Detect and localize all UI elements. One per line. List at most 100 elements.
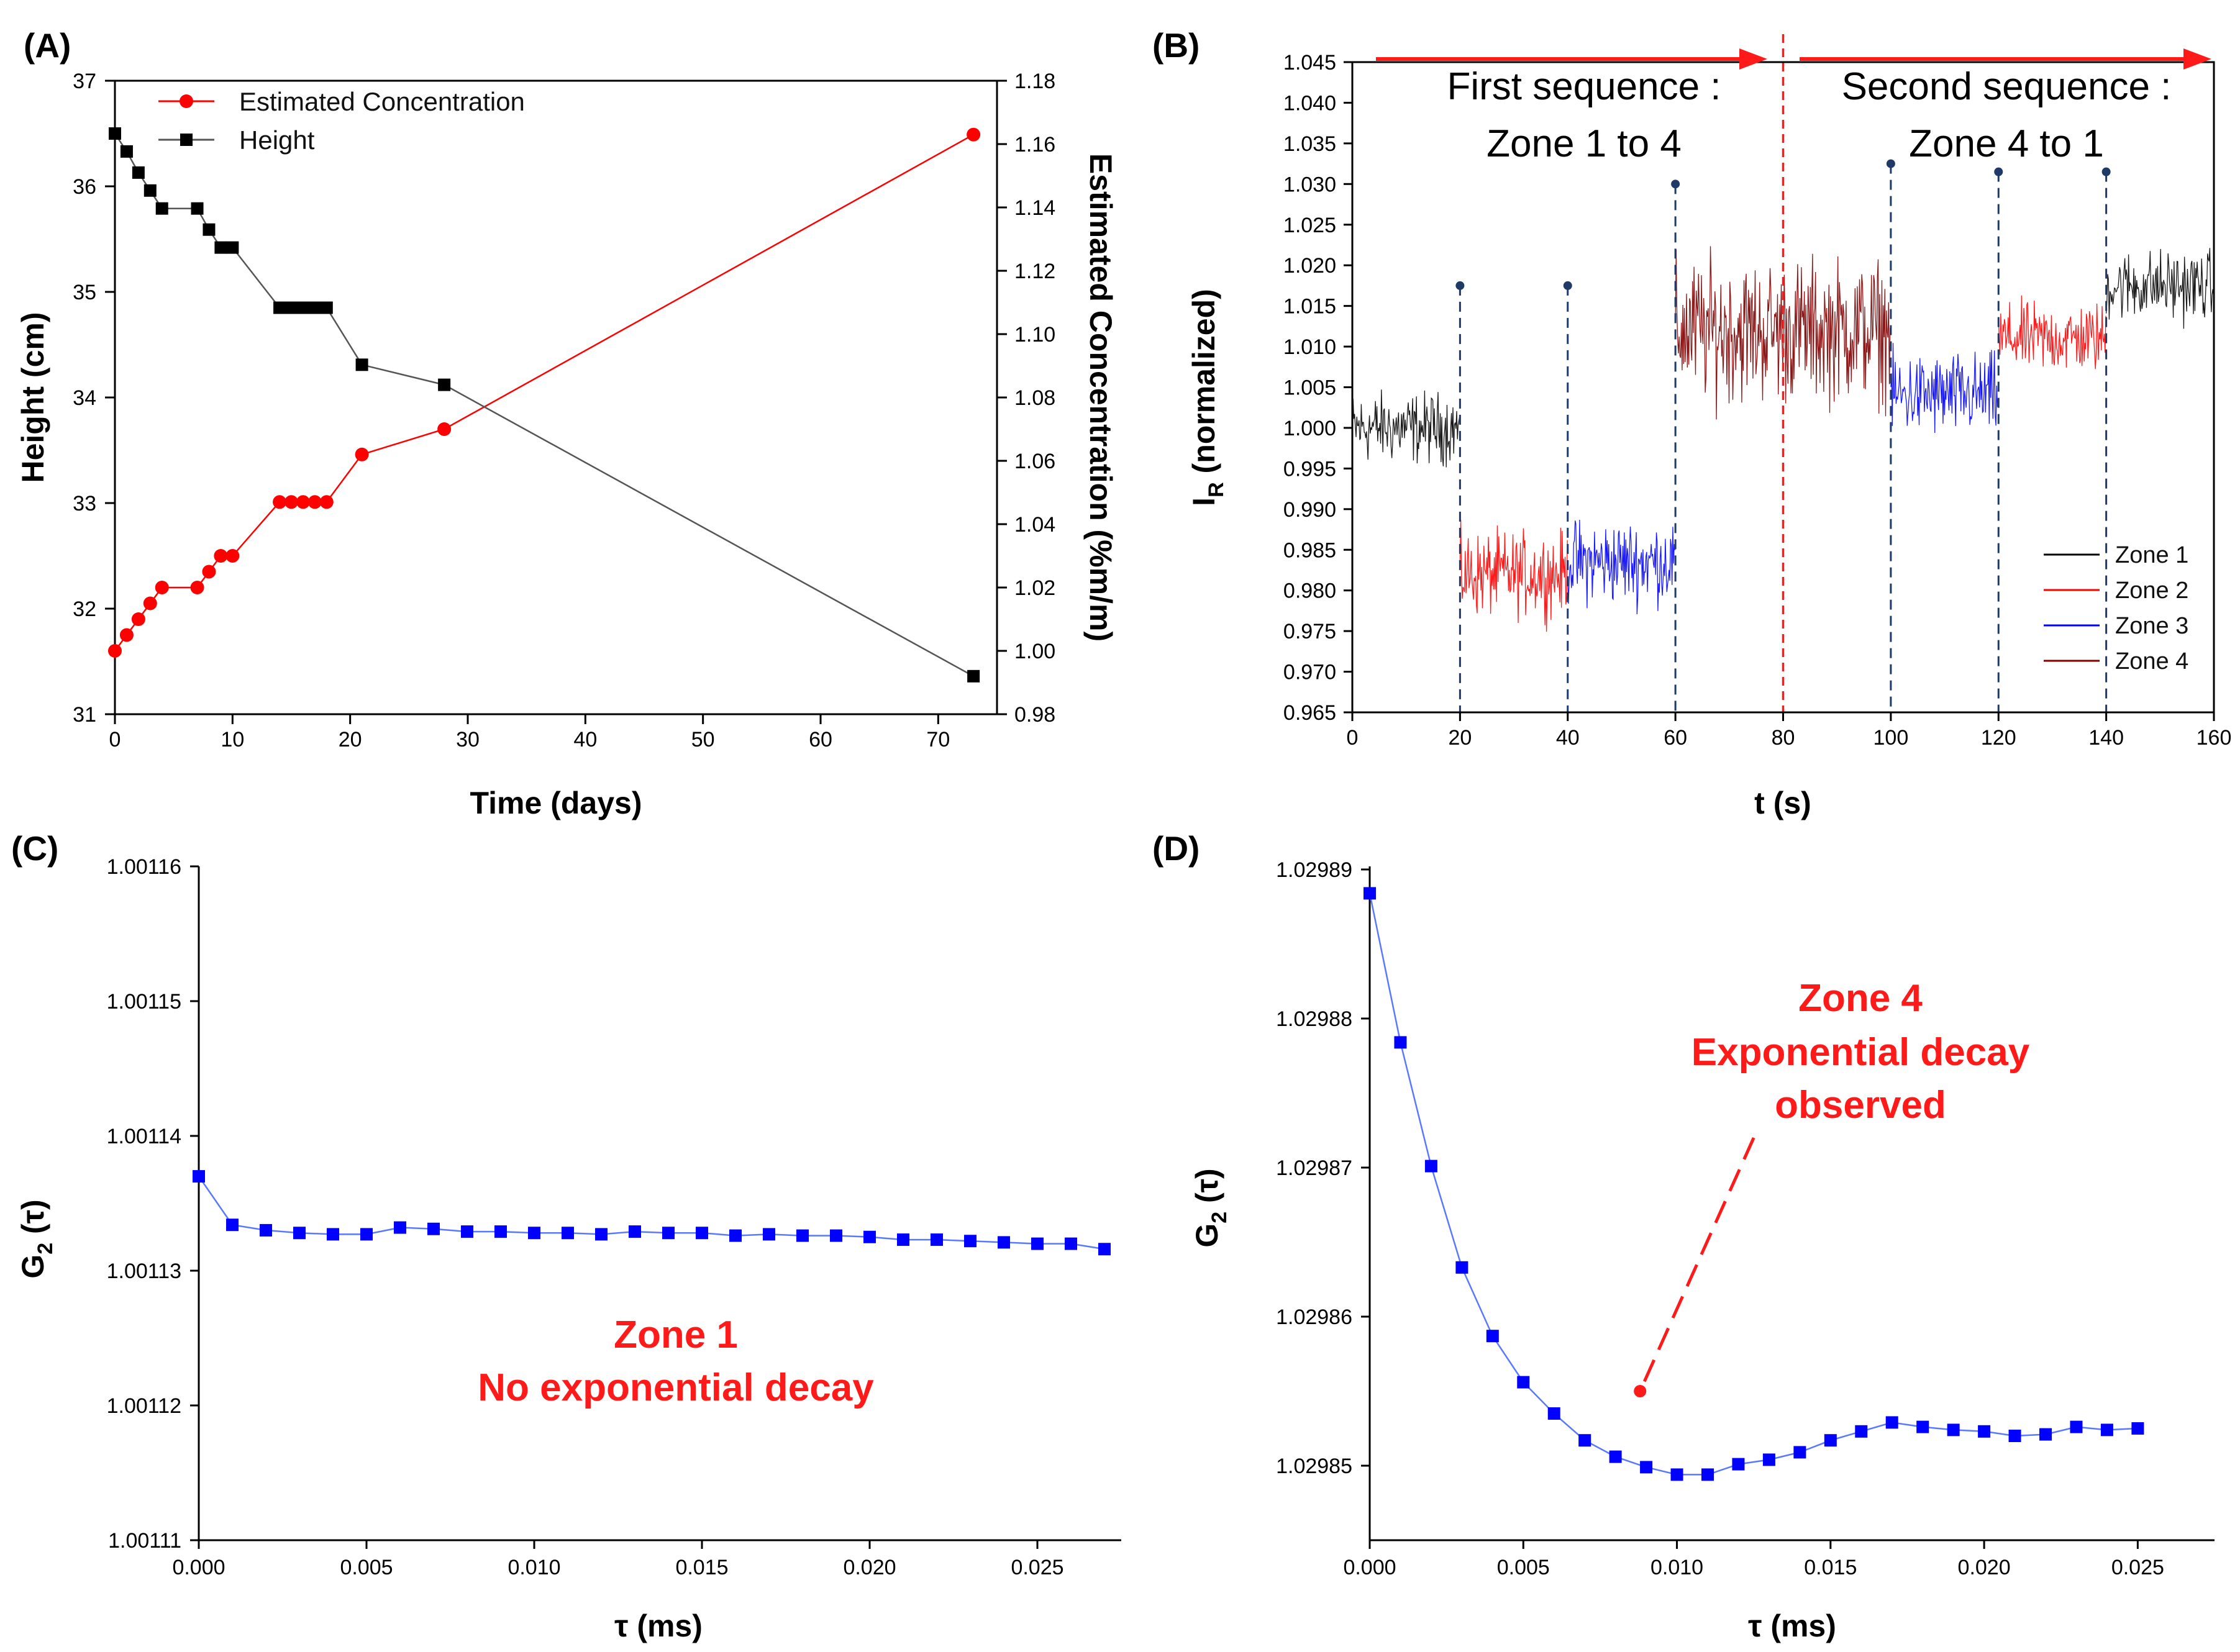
legend-label-zone-4: Zone 4 bbox=[2115, 648, 2188, 674]
panel-d-ticks: 0.000 0.005 0.010 0.015 0.020 0.025 1.02985 1.0… bbox=[1276, 858, 2164, 1579]
panel-a-series-0-point bbox=[296, 495, 310, 509]
panel-b-zone-boundary-dot bbox=[1455, 281, 1465, 290]
panel-a-plot-frame bbox=[114, 79, 998, 715]
panel-d-pointer-line bbox=[1638, 1137, 1755, 1392]
panel-a-x-tick-label: 10 bbox=[221, 728, 244, 751]
panel-a-series-0-line bbox=[114, 134, 974, 651]
legend-label-zone-3: Zone 3 bbox=[2115, 613, 2188, 639]
panel-c-series-point bbox=[360, 1228, 373, 1241]
panel-a-series-0-point bbox=[202, 565, 216, 579]
panel-d-y-tick-label: 1.02987 bbox=[1276, 1156, 1352, 1180]
panel-a-series-1-point bbox=[203, 223, 216, 236]
panel-a-x-tick-label: 20 bbox=[339, 728, 362, 751]
panel-c-series-point bbox=[696, 1227, 708, 1240]
panel-c-series-point bbox=[763, 1228, 775, 1241]
panel-a-x-tick-label: 70 bbox=[926, 728, 950, 751]
panel-d-series-point bbox=[2070, 1420, 2083, 1433]
panel-b-y-axis-title-subscript: R bbox=[1204, 482, 1228, 497]
panel-a-y-axis-title: Height (cm) bbox=[16, 312, 50, 483]
panel-c-series-line bbox=[198, 1176, 1105, 1250]
panel-b-y-tick-label: 1.030 bbox=[1283, 173, 1336, 196]
panel-b-y-tick-label: 0.990 bbox=[1283, 498, 1336, 522]
panel-b-y-tick-label: 1.035 bbox=[1283, 132, 1336, 156]
panel-d-series-point bbox=[1855, 1425, 1868, 1438]
panel-b-x-tick-label: 120 bbox=[1981, 726, 2016, 750]
panel-c-series-point bbox=[830, 1229, 842, 1242]
panel-a-x-tick-label: 60 bbox=[809, 728, 832, 751]
panel-a-right-tick-label: 1.14 bbox=[1014, 196, 1055, 220]
panel-c-y-axis-title-main: G bbox=[16, 1255, 50, 1279]
panel-d-series-point bbox=[1640, 1461, 1653, 1474]
panel-d-annotation-observed: observed bbox=[1775, 1084, 1946, 1127]
panel-a-right-tick-label: 1.02 bbox=[1014, 576, 1055, 600]
panel-c-series-point bbox=[629, 1225, 641, 1238]
panel-c-y-tick-label: 1.00114 bbox=[107, 1125, 181, 1148]
panel-b-x-tick-label: 140 bbox=[2088, 726, 2124, 750]
legend-marker-concentration bbox=[180, 94, 193, 108]
panel-c-series-point bbox=[226, 1219, 239, 1232]
panel-b-y-tick-label: 1.020 bbox=[1283, 254, 1336, 278]
second-sequence-arrowhead bbox=[2183, 48, 2211, 70]
panel-c-y-tick-label: 1.00115 bbox=[107, 990, 181, 1014]
panel-c-series-point bbox=[1065, 1237, 1077, 1250]
panel-a-y-tick-label: 35 bbox=[73, 281, 96, 304]
panel-b-x-axis-title: t (s) bbox=[1754, 786, 1811, 820]
panel-b-y-tick-label: 1.015 bbox=[1283, 295, 1336, 319]
panel-b-y-axis-title-rest: (normalized) bbox=[1186, 289, 1221, 482]
panel-a-series-1-point bbox=[132, 166, 145, 179]
panel-a-series-0-point bbox=[225, 549, 240, 563]
panel-d-annotation-text: Exponential decay bbox=[1691, 1031, 2030, 1074]
panel-a-y-tick-label: 37 bbox=[73, 70, 96, 93]
panel-c-x-tick-label: 0.025 bbox=[1011, 1556, 1063, 1579]
panel-b-x-tick-label: 40 bbox=[1556, 726, 1580, 750]
panel-d-x-tick-label: 0.015 bbox=[1804, 1556, 1857, 1579]
panel-c-series-point bbox=[662, 1227, 675, 1240]
panel-d-x-tick-label: 0.000 bbox=[1343, 1556, 1396, 1579]
panel-d-series-point bbox=[1394, 1036, 1407, 1049]
panel-a-right-tick-label: 1.12 bbox=[1014, 260, 1055, 283]
panel-c: (C) 0.000 0.005 0.010 0.015 0.020 0.025 1.0011… bbox=[11, 829, 1121, 1643]
panel-a-series-1-point bbox=[143, 184, 157, 197]
panel-c-x-axis-title: τ (ms) bbox=[614, 1609, 703, 1643]
panel-a-series-0-point bbox=[967, 127, 981, 142]
legend-marker-height bbox=[180, 134, 193, 146]
panel-d-series-point bbox=[2039, 1428, 2052, 1441]
panel-a-series-1-point bbox=[285, 301, 298, 314]
panel-a-series-0-point bbox=[355, 447, 369, 461]
panel-a-series bbox=[108, 127, 981, 683]
panel-a-x-tick-label: 50 bbox=[691, 728, 715, 751]
panel-b-y-tick-label: 0.980 bbox=[1283, 579, 1336, 603]
panel-b-zone-2-segment-1 bbox=[1459, 519, 1568, 632]
panel-d-series-point bbox=[1670, 1468, 1683, 1481]
panel-b-x-tick-label: 20 bbox=[1448, 726, 1472, 750]
panel-b-zone-1-segment-6 bbox=[2105, 248, 2214, 329]
panel-c-label: (C) bbox=[11, 829, 58, 868]
panel-b-label: (B) bbox=[1152, 26, 1200, 65]
panel-a-series-0-point bbox=[214, 549, 228, 563]
panel-d-series-point bbox=[1762, 1453, 1775, 1466]
panel-c-series-point bbox=[796, 1229, 809, 1242]
panel-a-series-1-point bbox=[967, 669, 980, 683]
panel-b-zone-2-segment-5 bbox=[1998, 295, 2106, 370]
panel-d-series-point bbox=[1793, 1446, 1806, 1459]
panel-c-series-point bbox=[193, 1170, 205, 1183]
panel-a-y-tick-label: 32 bbox=[73, 597, 96, 621]
panel-a-series-0-point bbox=[190, 581, 204, 594]
panel-a-series-1-point bbox=[438, 378, 451, 391]
panel-c-y-tick-label: 1.00113 bbox=[107, 1259, 181, 1283]
panel-b-zone-boundary-dot bbox=[1563, 281, 1572, 290]
panel-c-series-point bbox=[461, 1225, 473, 1238]
panel-d-x-tick-label: 0.025 bbox=[2111, 1556, 2164, 1579]
panel-c-series-point bbox=[260, 1223, 272, 1237]
panel-b-y-tick-label: 1.010 bbox=[1283, 335, 1336, 359]
panel-c-series-point bbox=[394, 1221, 406, 1234]
panel-a-right-axis-title: Estimated Concentration (%m/m) bbox=[1083, 153, 1118, 642]
panel-d-series-point bbox=[1486, 1330, 1499, 1343]
panel-c-x-tick-label: 0.010 bbox=[508, 1556, 560, 1579]
panel-d-series-point bbox=[1732, 1458, 1745, 1471]
panel-a-x-tick-label: 0 bbox=[109, 728, 121, 751]
panel-a-series-0-point bbox=[319, 495, 334, 509]
panel-d-series-point bbox=[1885, 1416, 1898, 1429]
panel-b-guides bbox=[1455, 34, 2111, 712]
panel-a: (A) 0 10 20 30 40 50 60 70 31 32 33 34 35 36 37 0.98 1.0… bbox=[16, 26, 1118, 820]
